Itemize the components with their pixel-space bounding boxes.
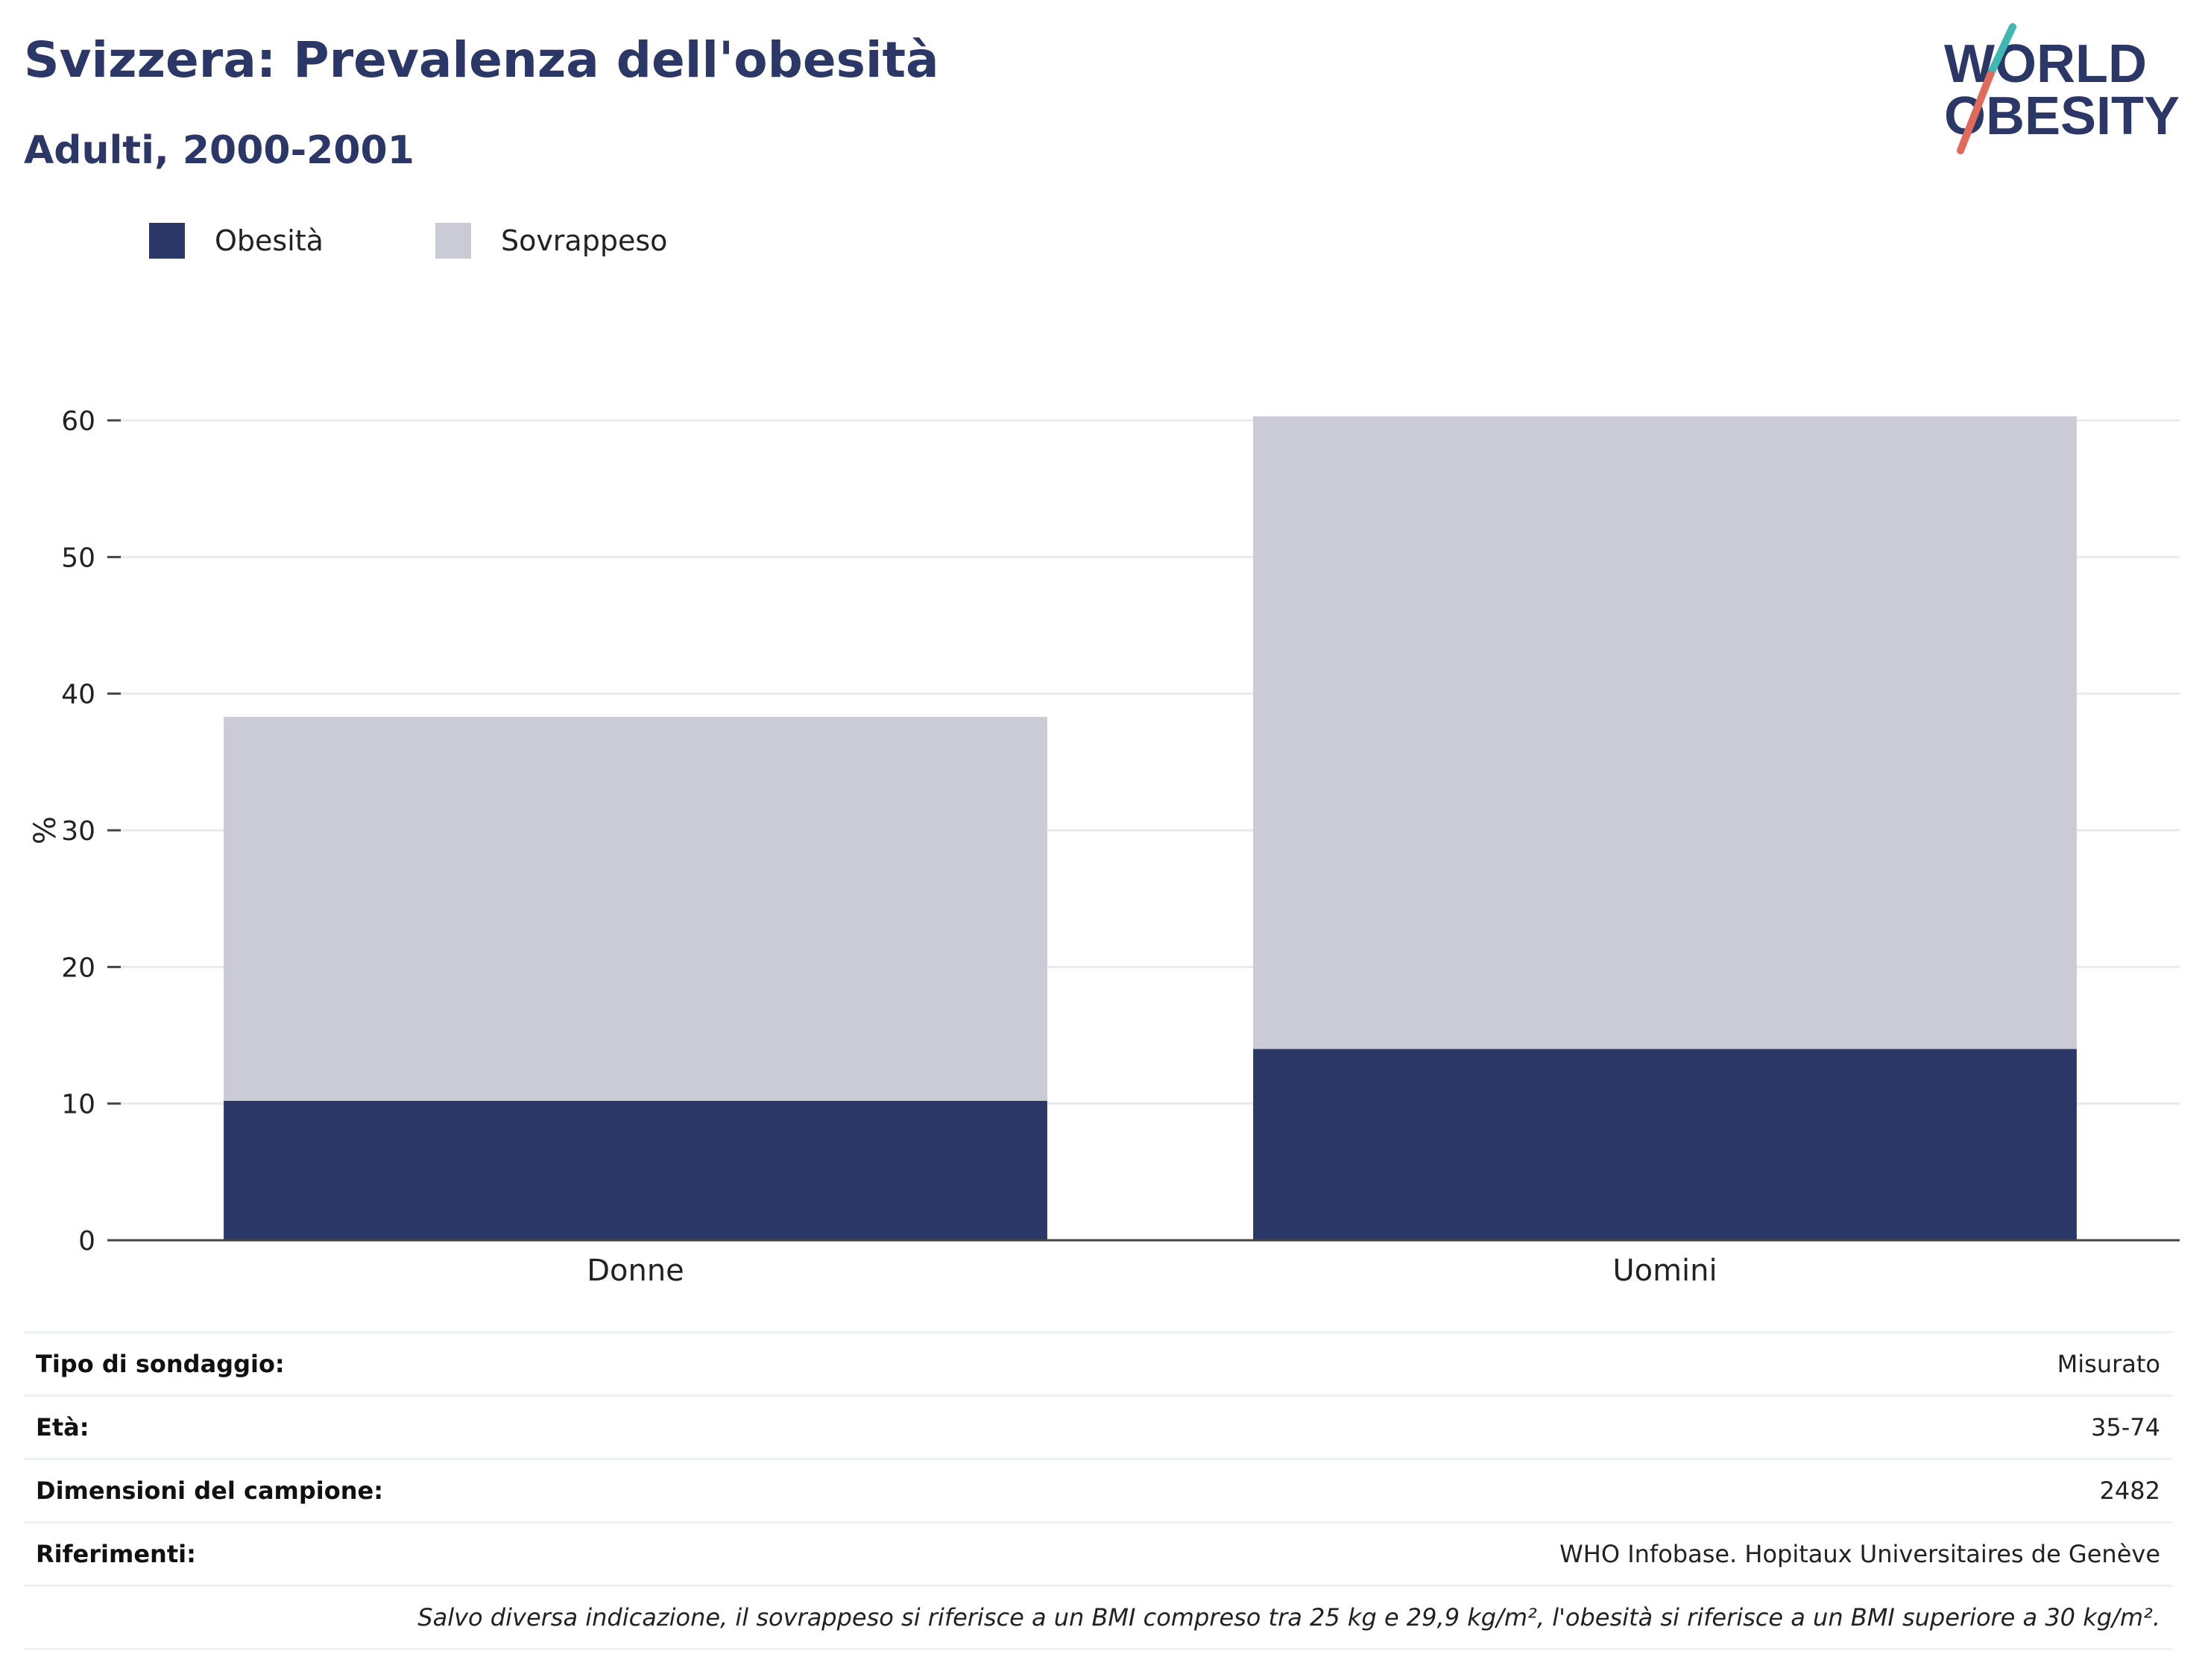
y-tick-label-10: 10 bbox=[61, 1090, 95, 1120]
info-value-sample-size: 2482 bbox=[2099, 1477, 2160, 1505]
chart-subtitle: Adulti, 2000-2001 bbox=[24, 128, 414, 173]
bar-donne-sovrappeso bbox=[224, 716, 1047, 1101]
x-tick-label-uomini: Uomini bbox=[1612, 1254, 1717, 1288]
legend-label-sovrappeso: Sovrappeso bbox=[500, 224, 668, 257]
info-row-references: Riferimenti: WHO Infobase. Hopitaux Univ… bbox=[24, 1521, 2172, 1585]
y-tick-label-50: 50 bbox=[61, 543, 95, 573]
logo-slash-teal bbox=[1987, 23, 2016, 78]
legend-swatch-obesita bbox=[149, 223, 185, 259]
info-key-survey-type: Tipo di sondaggio: bbox=[36, 1350, 285, 1378]
y-tick-label-20: 20 bbox=[61, 953, 95, 983]
y-tick-label-60: 60 bbox=[61, 406, 95, 437]
legend-item-obesita[interactable]: Obesità bbox=[149, 223, 324, 259]
legend-swatch-sovrappeso bbox=[435, 223, 471, 259]
x-tick-label-donne: Donne bbox=[587, 1254, 684, 1288]
legend-label-obesita: Obesità bbox=[215, 224, 324, 257]
y-tick-label-0: 0 bbox=[78, 1226, 95, 1257]
legend-item-sovrappeso[interactable]: Sovrappeso bbox=[435, 223, 667, 259]
bar-chart: 0 10 20 30 40 50 60% Donne Uomini bbox=[28, 406, 2180, 1288]
chart-legend: Obesità Sovrappeso bbox=[149, 222, 779, 259]
y-tick-label-30: 30 bbox=[61, 816, 95, 847]
y-tick-label-40: 40 bbox=[61, 680, 95, 710]
info-key-age: Età: bbox=[36, 1413, 89, 1441]
info-row-sample-size: Dimensioni del campione: 2482 bbox=[24, 1458, 2172, 1521]
chart-title: Svizzera: Prevalenza dell'obesità bbox=[24, 31, 939, 89]
logo-text-world: WORLD bbox=[1944, 34, 2147, 94]
info-value-survey-type: Misurato bbox=[2057, 1350, 2160, 1378]
info-key-sample-size: Dimensioni del campione: bbox=[36, 1477, 384, 1505]
world-obesity-logo: WORLD OBESITY bbox=[1944, 23, 2180, 154]
survey-info-table: Tipo di sondaggio: Misurato Età: 35-74 D… bbox=[24, 1331, 2172, 1650]
bar-uomini-sovrappeso bbox=[1253, 416, 2077, 1049]
info-value-age: 35-74 bbox=[2091, 1413, 2160, 1441]
info-row-age: Età: 35-74 bbox=[24, 1395, 2172, 1458]
y-axis-label: % bbox=[28, 816, 63, 844]
info-row-survey-type: Tipo di sondaggio: Misurato bbox=[24, 1331, 2172, 1395]
logo-slash-coral bbox=[1957, 71, 1994, 154]
bar-uomini-obesit bbox=[1253, 1049, 2077, 1240]
bar-donne-obesit bbox=[224, 1101, 1047, 1240]
info-value-references: WHO Infobase. Hopitaux Universitaires de… bbox=[1559, 1540, 2160, 1568]
info-key-references: Riferimenti: bbox=[36, 1540, 196, 1568]
info-footnote: Salvo diversa indicazione, il sovrappeso… bbox=[24, 1585, 2172, 1650]
